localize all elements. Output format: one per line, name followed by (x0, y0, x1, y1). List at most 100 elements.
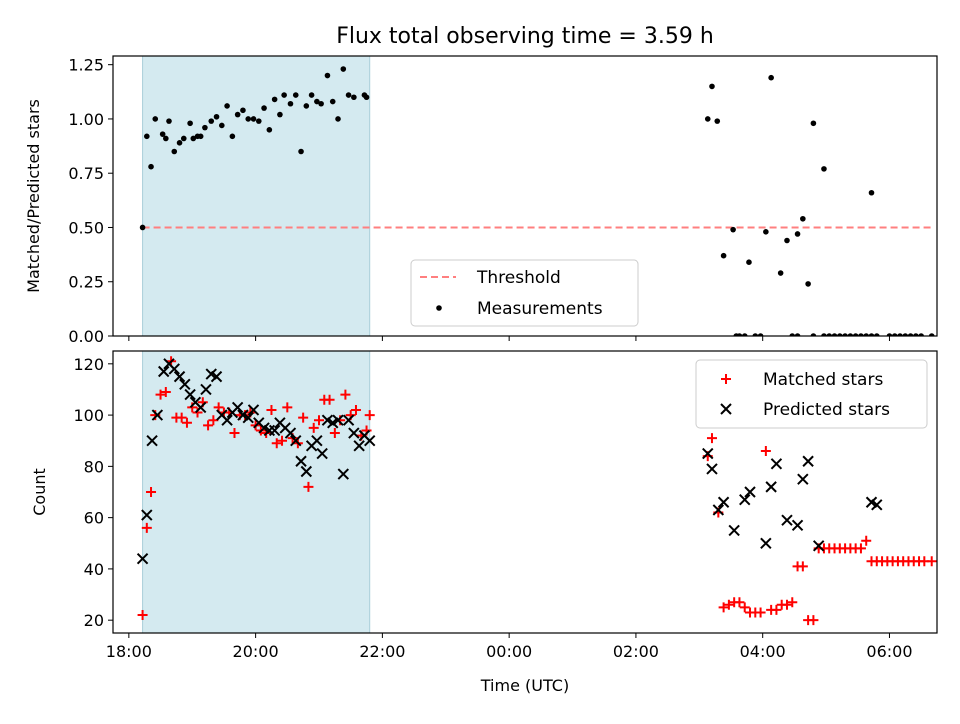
predicted-star-marker (781, 514, 793, 526)
measurement-point (292, 92, 299, 98)
measurement-point (213, 113, 220, 120)
predicted-star-marker (136, 552, 149, 565)
matched-star-marker (181, 417, 192, 428)
matched-star-marker (739, 602, 750, 613)
predicted-star-marker (300, 465, 313, 478)
x-tick-label: 20:00 (233, 642, 279, 661)
matched-star-marker (271, 438, 282, 449)
legend-measurement-swatch (436, 305, 442, 311)
measurement-point (340, 66, 347, 72)
measurement-point (730, 226, 736, 233)
measurement-point (229, 133, 236, 140)
predicted-star-marker (332, 414, 344, 426)
matched-star-marker (303, 481, 314, 492)
measurement-point (821, 333, 827, 336)
predicted-star-marker (316, 447, 328, 460)
measurement-point (837, 333, 843, 336)
measurement-point (324, 72, 331, 79)
measurement-point (741, 333, 748, 336)
matched-star-marker (266, 404, 277, 415)
matched-star-marker (771, 604, 782, 615)
plot-area (139, 56, 935, 336)
predicted-star-marker (744, 486, 756, 498)
y-tick-label: 40 (84, 560, 104, 579)
y-tick-label: 0.75 (68, 164, 104, 183)
y-tick-label: 60 (84, 509, 104, 528)
predicted-star-marker (802, 455, 814, 467)
x-tick-label: 00:00 (486, 642, 532, 661)
predicted-star-marker (791, 519, 804, 532)
measurement-point (298, 148, 304, 155)
observing-window-shade (142, 56, 371, 336)
legend: Threshold Measurements (410, 259, 639, 327)
measurement-point (208, 118, 215, 124)
measurement-point (250, 116, 257, 122)
y-axis-label: Count (30, 468, 49, 516)
measurement-point (345, 92, 352, 98)
matched-star-marker (155, 389, 166, 400)
predicted-star-marker (210, 370, 223, 383)
legend-box (410, 259, 639, 327)
x-tick-label: 18:00 (106, 642, 152, 661)
measurement-point (234, 111, 241, 118)
measurement-point (810, 333, 817, 336)
predicted-star-marker (353, 440, 365, 452)
measurement-point (752, 333, 759, 336)
bottom-panel: 20 40 60 80 100 120 18:00 20:00 22:00 00:00 02:00 0… (30, 350, 938, 695)
predicted-star-marker (231, 401, 244, 414)
legend-predicted-swatch (720, 403, 732, 415)
matched-star-marker (926, 556, 937, 567)
measurement-point (318, 100, 324, 107)
measurement-point (308, 92, 315, 98)
x-axis-label: Time (UTC) (480, 676, 569, 695)
y-tick-label: 100 (73, 406, 104, 425)
matched-star-marker (755, 607, 766, 618)
measurement-point (314, 98, 320, 105)
matched-star-marker (861, 535, 872, 546)
matched-star-marker (308, 422, 319, 433)
predicted-star-marker (151, 409, 164, 421)
measurement-point (152, 116, 159, 122)
predicted-star-marker (221, 414, 233, 426)
measurement-point (180, 135, 187, 142)
predicted-star-marker (242, 411, 254, 424)
measurement-point (746, 259, 752, 266)
predicted-star-marker (770, 458, 783, 470)
predicted-star-marker (728, 524, 740, 537)
legend-box (695, 359, 928, 429)
measurement-point (897, 333, 903, 336)
predicted-star-marker (760, 537, 772, 549)
measurement-point (277, 111, 283, 118)
y-axis-label: Matched/Predicted stars (24, 99, 43, 293)
predicted-star-marker (337, 468, 350, 480)
measurement-point (789, 333, 796, 336)
measurement-point (763, 229, 769, 235)
matched-star-marker (160, 387, 171, 398)
matched-star-marker (203, 420, 214, 431)
predicted-star-marker (717, 496, 730, 508)
matched-star-marker (723, 599, 734, 610)
matched-star-marker (855, 543, 866, 554)
predicted-star-marker (184, 388, 196, 401)
matched-star-marker (298, 412, 309, 423)
matched-star-marker (324, 394, 335, 405)
measurement-point (363, 94, 370, 101)
x-tick-label: 02:00 (613, 642, 659, 661)
measurement-point (913, 333, 919, 336)
observing-window-shade (142, 351, 371, 633)
predicted-star-marker (812, 540, 825, 552)
predicted-star-marker (739, 493, 751, 506)
predicted-star-marker (712, 504, 725, 516)
measurement-point (868, 333, 875, 336)
predicted-star-marker (268, 424, 281, 437)
predicted-star-marker (141, 509, 153, 521)
matched-star-marker (229, 428, 240, 439)
matched-star-marker (797, 561, 808, 572)
predicted-star-marker (173, 370, 186, 383)
predicted-star-marker (364, 435, 376, 447)
y-tick-label: 0.50 (68, 218, 104, 237)
measurement-point (794, 231, 801, 237)
matched-star-marker (146, 487, 157, 497)
predicted-star-marker (168, 363, 180, 375)
measurement-point (863, 333, 870, 336)
